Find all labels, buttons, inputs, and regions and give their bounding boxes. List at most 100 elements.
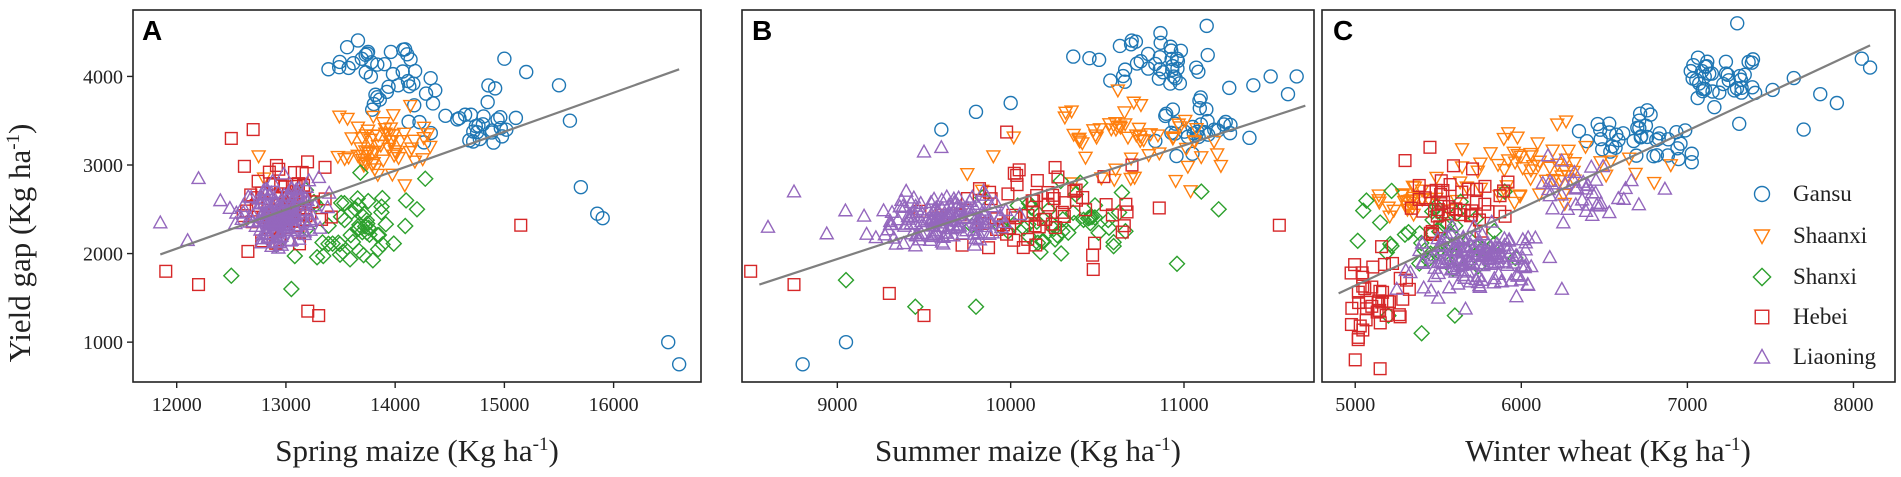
data-point-liaoning (268, 194, 284, 208)
data-point-liaoning (886, 229, 902, 244)
data-point-shaanxi (396, 127, 412, 142)
data-point-shaanxi (1428, 171, 1445, 186)
data-point-liaoning (1448, 242, 1464, 257)
data-point-gansu (366, 96, 382, 112)
data-point-gansu (1191, 64, 1206, 79)
data-point-liaoning (1433, 241, 1450, 256)
data-point-gansu (1720, 67, 1735, 83)
data-point-shaanxi (1407, 181, 1423, 196)
data-point-shanxi (1052, 172, 1070, 190)
data-point-hebei (241, 244, 255, 258)
data-point-liaoning (819, 225, 835, 240)
data-point-shaanxi (422, 140, 438, 155)
data-point-gansu (1140, 46, 1156, 62)
data-point-gansu (395, 64, 410, 79)
data-point-gansu (1630, 120, 1645, 135)
data-point-liaoning (1423, 282, 1439, 297)
panel-c: 5000 6000 7000 8000 C Winter wheat (Kg ha-1… (1321, 9, 1896, 468)
data-point-shaanxi (1123, 172, 1139, 187)
legend-symbol-shanxi (1752, 267, 1772, 287)
data-point-shaanxi (250, 150, 267, 165)
legend-label-shaanxi: Shaanxi (1793, 223, 1867, 248)
data-point-shanxi (349, 189, 367, 207)
data-point-gansu (1684, 155, 1699, 170)
data-point-gansu (381, 79, 396, 94)
data-point-liaoning (255, 182, 272, 197)
data-point-liaoning (1450, 275, 1466, 290)
scatter-marks-c (1344, 16, 1878, 376)
data-point-gansu (551, 78, 567, 93)
y-axis-title: Yield gap (Kg ha-1) (2, 124, 37, 363)
data-point-shaanxi (959, 167, 976, 182)
data-point-hebei (1057, 209, 1071, 224)
data-point-shaanxi (365, 110, 382, 125)
data-point-liaoning (961, 193, 978, 208)
data-point-gansu (1168, 116, 1183, 131)
data-point-gansu (1718, 66, 1734, 81)
data-point-gansu (321, 62, 336, 77)
data-point-gansu (1082, 51, 1097, 66)
data-point-liaoning (966, 236, 983, 251)
data-point-shaanxi (1509, 131, 1526, 146)
plot-frame-a (132, 9, 702, 383)
legend-marker-gansu-icon (1753, 185, 1771, 203)
data-point-hebei (1382, 295, 1396, 309)
series-gansu-a (321, 33, 687, 372)
data-point-shaanxi (1646, 176, 1662, 191)
data-point-hebei (1029, 238, 1043, 252)
data-point-liaoning (1544, 200, 1561, 215)
data-point-hebei (1373, 362, 1387, 376)
legend-item-shaanxi: Shaanxi (1753, 223, 1867, 248)
data-point-gansu (1164, 43, 1179, 58)
data-point-gansu (1689, 72, 1704, 88)
data-point-liaoning (1595, 158, 1611, 173)
data-point-gansu (1813, 86, 1828, 102)
data-point-liaoning (949, 217, 966, 232)
data-point-liaoning (1415, 279, 1432, 294)
data-point-shaanxi (1522, 172, 1539, 187)
data-point-shanxi (1065, 214, 1083, 232)
data-point-shanxi (967, 298, 985, 316)
data-point-shaanxi (339, 112, 356, 127)
data-point-shaanxi (1512, 189, 1528, 204)
data-point-hebei (882, 286, 896, 300)
data-point-liaoning (1499, 257, 1515, 272)
data-point-hebei (1348, 353, 1362, 367)
data-point-hebei (1272, 218, 1286, 232)
data-point-hebei (982, 241, 996, 255)
data-point-gansu (1737, 67, 1752, 82)
data-point-liaoning (1520, 276, 1536, 291)
x-axis-title-a: Spring maize (Kg ha-1) (275, 433, 559, 468)
data-point-shaanxi (1170, 118, 1187, 133)
data-point-shanxi (1053, 222, 1071, 240)
data-point-shanxi (1105, 233, 1123, 251)
data-point-gansu (838, 334, 854, 350)
trend-line-b (758, 104, 1306, 286)
data-point-shanxi (359, 192, 377, 210)
data-point-hebei (1464, 208, 1478, 222)
data-point-liaoning (1460, 263, 1476, 278)
data-point-shaanxi (1133, 99, 1149, 113)
data-point-liaoning (245, 206, 261, 221)
data-point-shaanxi (1077, 151, 1094, 166)
data-point-liaoning (296, 226, 313, 241)
data-point-liaoning (1423, 249, 1439, 264)
series-liaoning-c (1389, 147, 1673, 315)
data-point-hebei (744, 264, 758, 278)
data-point-gansu (968, 104, 984, 120)
data-point-liaoning (933, 139, 950, 154)
series-shaanxi-a (250, 99, 438, 194)
data-point-liaoning (914, 204, 930, 219)
data-point-hebei (159, 264, 173, 278)
data-point-shaanxi (1482, 147, 1499, 161)
data-point-gansu (1854, 51, 1869, 66)
data-point-hebei (1048, 221, 1062, 235)
data-point-gansu (364, 102, 380, 117)
data-point-gansu (358, 47, 373, 63)
data-point-shaanxi (1506, 146, 1522, 161)
data-point-liaoning (1535, 175, 1551, 189)
data-point-liaoning (1584, 207, 1600, 222)
data-point-liaoning (837, 202, 854, 217)
data-point-hebei (1079, 203, 1093, 217)
data-point-liaoning (998, 202, 1014, 217)
